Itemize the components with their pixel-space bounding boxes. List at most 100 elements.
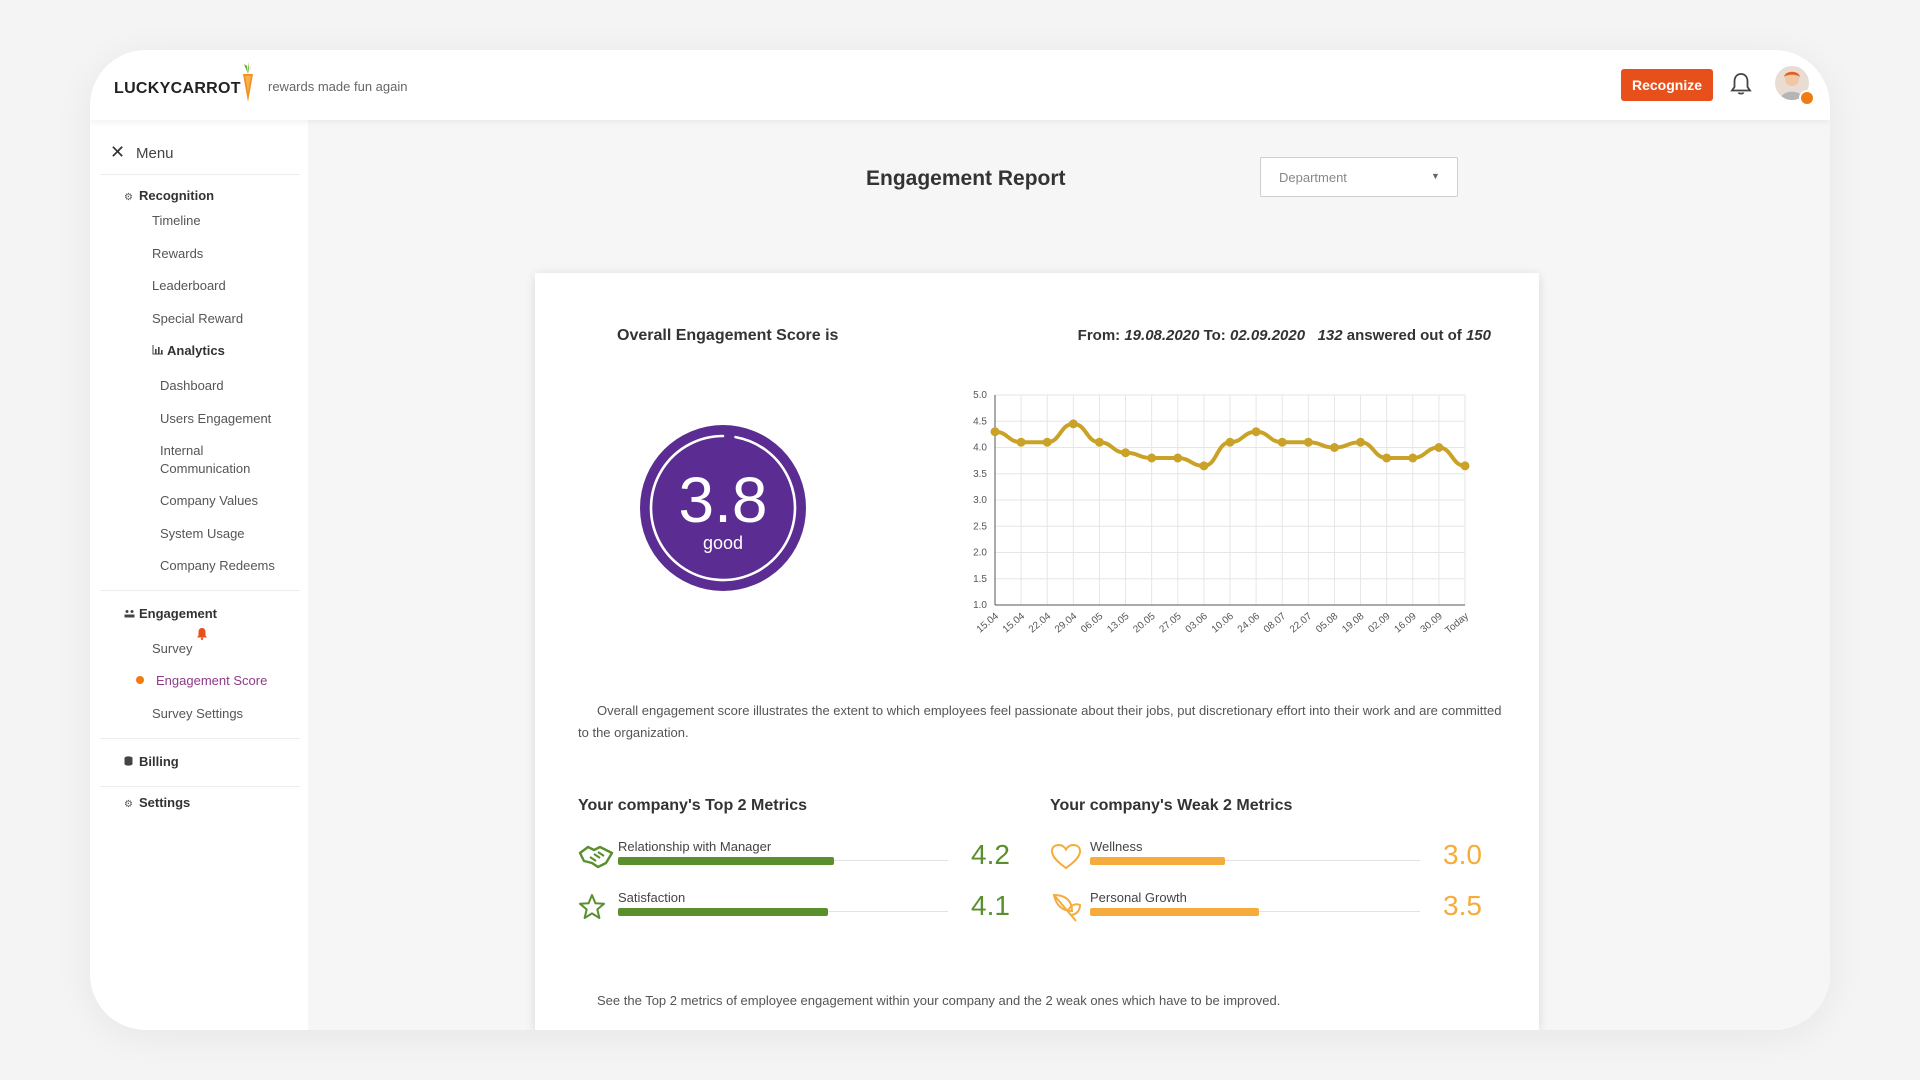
sidebar-section-engagement[interactable]: Engagement: [124, 606, 217, 621]
data-point: [1016, 437, 1026, 447]
sidebar-section-analytics[interactable]: Analytics: [152, 343, 225, 358]
sidebar-item-internal-communication[interactable]: Internal Communication: [160, 443, 251, 476]
score-label: good: [703, 533, 743, 553]
data-point: [1303, 437, 1313, 447]
y-tick-label: 3.0: [973, 495, 987, 506]
answered-label: answered out of: [1346, 327, 1462, 344]
metric-bar: [618, 908, 828, 916]
menu-label: Menu: [136, 145, 174, 162]
engagement-line-chart: 5.04.54.03.53.02.52.01.51.015.04 15.04 22.…: [973, 390, 1471, 637]
data-point: [1382, 453, 1392, 463]
to-label: To:: [1203, 327, 1226, 344]
sidebar-item-timeline[interactable]: Timeline: [152, 213, 201, 228]
star-icon: [579, 894, 605, 919]
y-tick-label: 1.5: [973, 574, 987, 585]
x-tick-label: 15.04: [975, 611, 1002, 636]
close-icon[interactable]: ✕: [110, 142, 126, 162]
sidebar-item-dashboard[interactable]: Dashboard: [160, 378, 224, 393]
bell-icon: [197, 628, 207, 640]
sidebar-item-special-reward[interactable]: Special Reward: [152, 311, 244, 326]
metric-value: 4.1: [971, 890, 1010, 921]
metric-value: 4.2: [971, 839, 1010, 870]
sidebar-section-recognition[interactable]: ⚙ Recognition: [124, 188, 214, 203]
sidebar-item-billing[interactable]: Billing: [124, 754, 179, 769]
metrics-description: See the Top 2 metrics of employee engage…: [597, 993, 1281, 1008]
x-tick-label: 19.08: [1340, 611, 1367, 636]
data-point: [1356, 437, 1366, 447]
section-label: Settings: [139, 795, 191, 810]
main-content: Engagement Report Department ▼ Overall E…: [308, 120, 1830, 1030]
x-tick-label: 02.09: [1366, 611, 1393, 636]
sidebar-item-survey-settings[interactable]: Survey Settings: [152, 706, 244, 721]
menu-toggle[interactable]: ✕ Menu: [110, 142, 174, 163]
sidebar-item-leaderboard[interactable]: Leaderboard: [152, 278, 226, 293]
x-tick-label: 06.05: [1079, 611, 1106, 636]
bell-icon[interactable]: [1730, 72, 1752, 96]
sidebar-item-survey[interactable]: Survey: [152, 641, 193, 656]
data-point: [1329, 443, 1339, 452]
gear-icon: ⚙: [124, 192, 133, 203]
metric-label: Relationship with Manager: [618, 839, 772, 854]
data-point: [1408, 453, 1418, 463]
people-icon: [124, 609, 136, 621]
sidebar-item-company-values[interactable]: Company Values: [160, 493, 259, 508]
avatar[interactable]: [1775, 66, 1809, 100]
metric-value: 3.0: [1443, 839, 1482, 870]
section-label: Engagement: [139, 606, 218, 621]
data-point: [1225, 437, 1235, 447]
section-label: Billing: [139, 754, 179, 769]
heart-icon: [1050, 843, 1082, 870]
x-tick-label: 20.05: [1131, 611, 1158, 636]
data-point: [1042, 437, 1052, 447]
sidebar-item-engagement-score[interactable]: Engagement Score: [156, 673, 268, 688]
metric-label: Satisfaction: [618, 890, 686, 905]
x-tick-label: Today: [1443, 611, 1471, 637]
x-tick-label: 10.06: [1210, 611, 1237, 636]
score-value: 3.8: [679, 464, 768, 536]
total-count: 150: [1465, 327, 1491, 344]
avatar-status-badge: [1799, 90, 1815, 106]
sidebar-item-settings[interactable]: ⚙ Settings: [124, 795, 190, 810]
bar-chart-icon: [152, 345, 164, 358]
sidebar-item-system-usage[interactable]: System Usage: [160, 526, 245, 541]
data-point: [1068, 419, 1078, 429]
score-gauge: 3.8 good: [640, 425, 806, 591]
top-metrics-title: Your company's Top 2 Metrics: [578, 797, 808, 814]
section-label: Recognition: [139, 188, 215, 203]
tagline: rewards made fun again: [268, 79, 408, 94]
x-tick-label: 13.05: [1105, 611, 1132, 636]
y-tick-label: 3.5: [973, 469, 987, 480]
data-point: [1460, 461, 1470, 471]
score-title: Overall Engagement Score is: [617, 327, 839, 344]
sidebar-item-rewards[interactable]: Rewards: [152, 246, 204, 261]
recognize-button[interactable]: Recognize: [1621, 69, 1713, 101]
x-tick-label: 24.06: [1236, 611, 1263, 636]
from-date: 19.08.2020: [1124, 327, 1200, 344]
x-tick-label: 16.09: [1392, 611, 1419, 636]
from-label: From:: [1077, 327, 1121, 344]
chevron-down-icon: ▼: [1431, 171, 1440, 181]
data-point: [1277, 437, 1287, 447]
data-point: [1147, 453, 1157, 463]
to-date: 02.09.2020: [1229, 327, 1306, 344]
metric-bar: [1090, 857, 1226, 865]
x-tick-label: 22.04: [1027, 611, 1054, 636]
sidebar-item-company-redeems[interactable]: Company Redeems: [160, 558, 275, 573]
data-point: [990, 427, 1000, 437]
sidebar-item-users-engagement[interactable]: Users Engagement: [160, 411, 272, 426]
divider: [100, 590, 300, 591]
department-placeholder: Department: [1279, 170, 1347, 185]
x-tick-label: 03.06: [1184, 611, 1211, 636]
database-icon: [124, 756, 136, 769]
divider: [100, 786, 300, 787]
metric-label: Personal Growth: [1090, 890, 1187, 905]
app-window: LUCKYCARROT rewards made fun again Recog…: [90, 50, 1830, 1030]
date-range: From: 19.08.2020 To: 02.09.2020 132 answ…: [1078, 327, 1491, 344]
data-point: [1434, 443, 1444, 452]
brand-logo[interactable]: LUCKYCARROT: [114, 80, 241, 97]
x-tick-label: 29.04: [1053, 611, 1080, 636]
y-tick-label: 5.0: [973, 390, 987, 401]
top-bar: LUCKYCARROT rewards made fun again Recog…: [90, 50, 1830, 120]
department-select[interactable]: Department ▼: [1260, 157, 1458, 197]
metric-bar: [1090, 908, 1260, 916]
